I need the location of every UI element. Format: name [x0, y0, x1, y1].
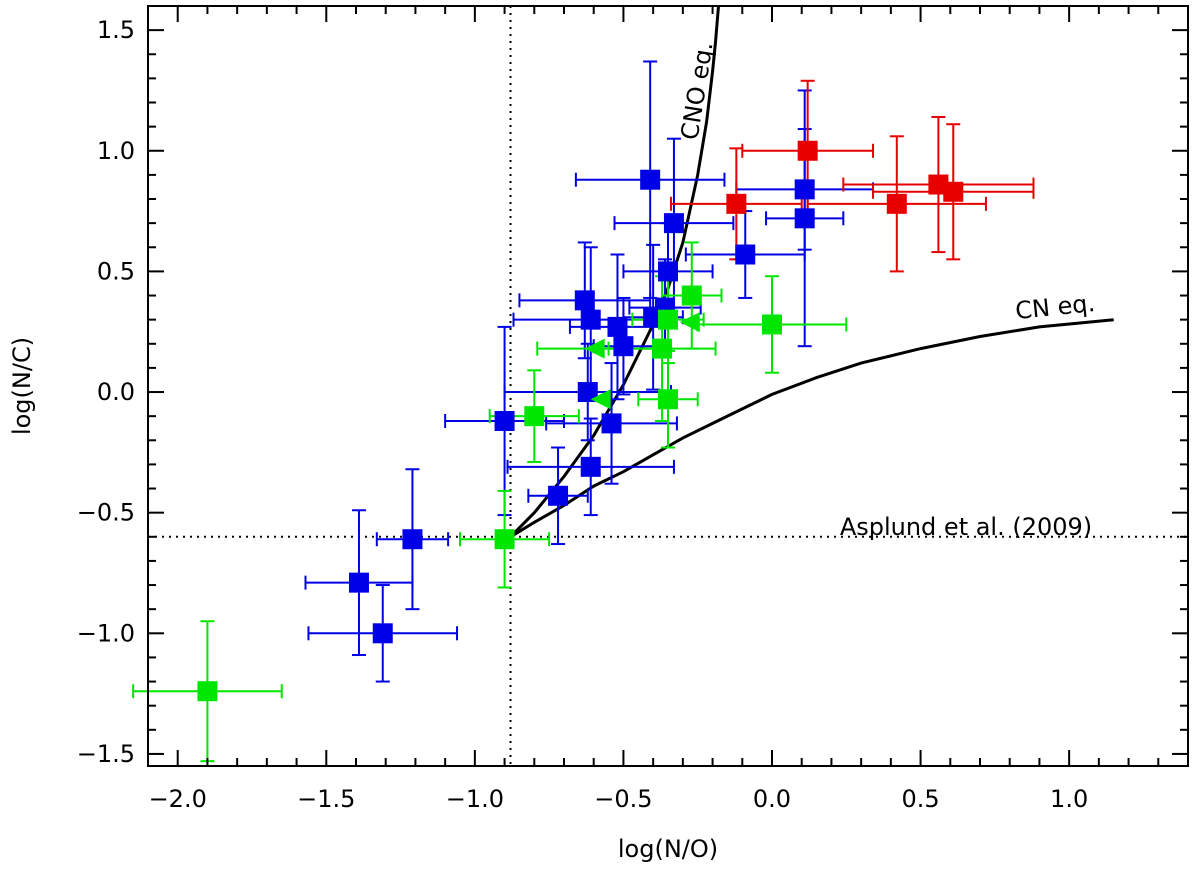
red-point	[797, 140, 818, 161]
x-tick-label: −2.0	[149, 785, 207, 813]
tick-labels: −2.0 −1.5 −1.0 −0.5 0.0 0.5 1.0 −1.5 −1.0 −0.5 0.0…	[77, 16, 1089, 813]
blue-point	[574, 290, 595, 311]
axis-ticks	[147, 5, 1189, 766]
y-tick-label: 1.5	[97, 16, 135, 44]
blue-point	[658, 261, 678, 282]
equilibrium-curves	[509, 6, 1114, 539]
blue-point	[372, 623, 393, 644]
red-point	[726, 193, 747, 214]
green-upper-limit-point	[679, 312, 700, 333]
green-point	[658, 389, 678, 410]
y-tick-label: 0.0	[97, 378, 135, 406]
x-axis-title: log(N/O)	[618, 835, 718, 863]
green-point	[524, 406, 545, 427]
blue-point	[735, 244, 756, 265]
error-bars	[132, 60, 1035, 763]
y-axis-title: log(N/C)	[8, 337, 36, 435]
blue-point	[794, 208, 815, 229]
green-point	[197, 681, 218, 702]
x-tick-label: 0.0	[753, 785, 791, 813]
x-tick-label: −0.5	[594, 785, 652, 813]
green-point	[494, 529, 515, 550]
blue-point	[402, 529, 423, 550]
green-point	[681, 285, 702, 306]
reference-lines	[148, 6, 1188, 766]
cno-eq-label: CNO eq.	[676, 40, 719, 142]
red-point	[886, 193, 907, 214]
blue-point	[601, 413, 622, 434]
green-point	[652, 338, 673, 359]
y-tick-label: −0.5	[77, 499, 135, 527]
blue-point	[577, 382, 598, 403]
blue-point	[607, 316, 628, 337]
y-tick-label: 1.0	[97, 137, 135, 165]
blue-point	[348, 572, 369, 593]
blue-point	[613, 336, 634, 357]
blue-point	[580, 456, 601, 477]
y-tick-label: −1.0	[77, 619, 135, 647]
y-tick-label: 0.5	[97, 257, 135, 285]
blue-point	[794, 179, 815, 200]
red-point	[943, 181, 964, 202]
x-tick-label: −1.0	[446, 785, 504, 813]
green-point	[762, 314, 782, 335]
x-tick-label: −1.5	[297, 785, 355, 813]
blue-point	[640, 169, 661, 190]
cn-eq-label: CN eq.	[1014, 289, 1096, 325]
green-upper-limit-point	[590, 389, 611, 410]
x-tick-label: 1.0	[1050, 785, 1088, 813]
plot-frame	[147, 5, 1189, 767]
asplund-label: Asplund et al. (2009)	[840, 513, 1092, 541]
data-markers	[197, 140, 964, 702]
blue-point	[494, 410, 515, 431]
green-point	[658, 309, 678, 330]
blue-point	[548, 485, 569, 506]
y-tick-label: −1.5	[77, 740, 135, 768]
x-tick-label: 0.5	[901, 785, 939, 813]
blue-point	[663, 213, 684, 234]
green-upper-limit-point	[584, 338, 605, 359]
blue-point	[580, 309, 601, 330]
